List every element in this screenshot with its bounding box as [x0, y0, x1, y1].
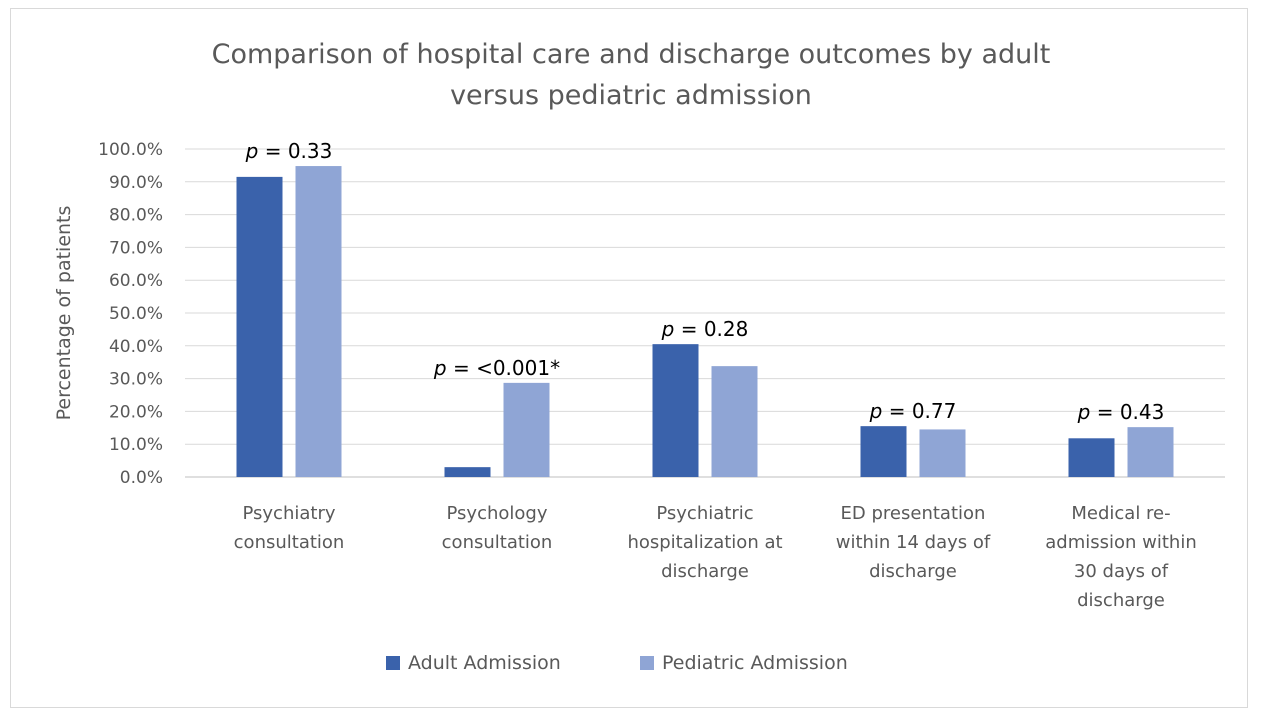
- p-symbol: p: [433, 356, 447, 380]
- x-category-label: discharge: [1077, 590, 1165, 611]
- chart-title: Comparison of hospital care and discharg…: [212, 39, 1051, 111]
- legend-label-adult: Adult Admission: [408, 652, 561, 674]
- y-tick-label: 0.0%: [120, 468, 163, 488]
- y-tick-label: 60.0%: [109, 271, 163, 291]
- p-value: = 0.33: [258, 139, 332, 163]
- chart-title-line-1: Comparison of hospital care and discharg…: [212, 39, 1051, 70]
- bar-pediatric-4: [1128, 427, 1174, 477]
- x-category-label: Psychiatric: [656, 503, 753, 524]
- x-category-label: discharge: [869, 561, 957, 582]
- x-category-label: within 14 days of: [836, 532, 991, 553]
- legend: Adult Admission Pediatric Admission: [386, 652, 848, 674]
- p-value: = 0.43: [1090, 400, 1164, 424]
- x-category-label: 30 days of: [1074, 561, 1169, 582]
- x-category-label: Psychiatry: [242, 503, 335, 524]
- x-category-label: ED presentation: [841, 503, 986, 524]
- x-category-label: consultation: [442, 532, 553, 553]
- bar-adult-3: [861, 426, 907, 477]
- legend-swatch-pediatric: [640, 656, 654, 670]
- bar-chart: Comparison of hospital care and discharg…: [0, 0, 1261, 717]
- p-symbol: p: [661, 317, 675, 341]
- y-tick-label: 50.0%: [109, 304, 163, 324]
- bar-adult-4: [1069, 438, 1115, 477]
- bar-pediatric-0: [296, 166, 342, 477]
- p-value-annotation: p = 0.33: [245, 139, 333, 163]
- x-category-label: discharge: [661, 561, 749, 582]
- p-value: = 0.77: [882, 399, 956, 423]
- y-tick-label: 10.0%: [109, 435, 163, 455]
- y-tick-labels: 0.0% 10.0% 20.0% 30.0% 40.0% 50.0% 60.0% 70.0% 8…: [98, 140, 163, 488]
- x-category-label: Psychology: [447, 503, 548, 524]
- y-tick-label: 40.0%: [109, 337, 163, 357]
- chart-title-line-2: versus pediatric admission: [450, 80, 812, 111]
- y-tick-label: 90.0%: [109, 173, 163, 193]
- x-category-label: admission within: [1045, 532, 1197, 553]
- p-value: = <0.001*: [447, 356, 561, 380]
- bar-adult-0: [237, 177, 283, 477]
- x-category-label: consultation: [234, 532, 345, 553]
- y-tick-label: 70.0%: [109, 238, 163, 258]
- p-value-annotation: p = <0.001*: [433, 356, 560, 380]
- legend-swatch-adult: [386, 656, 400, 670]
- y-tick-label: 80.0%: [109, 206, 163, 226]
- p-symbol: p: [869, 399, 883, 423]
- bar-pediatric-3: [920, 429, 966, 477]
- p-value-annotation: p = 0.28: [661, 317, 749, 341]
- p-symbol: p: [245, 139, 259, 163]
- p-value-annotation: p = 0.43: [1077, 400, 1165, 424]
- p-symbol: p: [1077, 400, 1091, 424]
- legend-label-pediatric: Pediatric Admission: [662, 652, 848, 674]
- y-tick-label: 100.0%: [98, 140, 163, 160]
- y-axis-title: Percentage of patients: [53, 206, 75, 421]
- bar-pediatric-2: [712, 366, 758, 477]
- x-category-label: Medical re-: [1071, 503, 1170, 524]
- bar-adult-2: [653, 344, 699, 477]
- x-category-labels: Psychiatry consultation Psychology consulta…: [234, 503, 1197, 611]
- p-value-annotation: p = 0.77: [869, 399, 957, 423]
- p-value: = 0.28: [674, 317, 748, 341]
- y-tick-label: 30.0%: [109, 370, 163, 390]
- bar-pediatric-1: [504, 383, 550, 477]
- bar-adult-1: [445, 467, 491, 477]
- x-category-label: hospitalization at: [627, 532, 782, 553]
- y-tick-label: 20.0%: [109, 402, 163, 422]
